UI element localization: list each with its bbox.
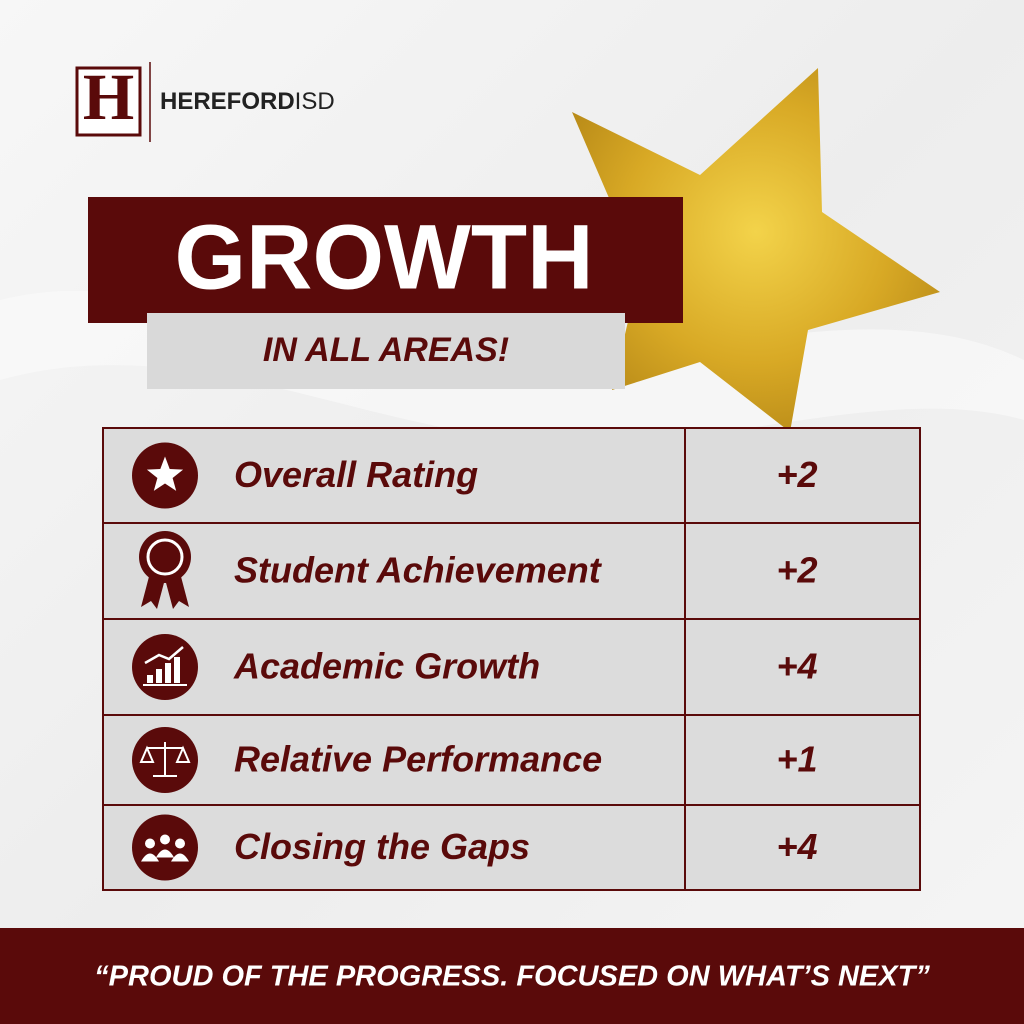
title: GROWTH bbox=[174, 206, 593, 308]
table: Overall Rating +2 Student Achievement +2 Aca… bbox=[102, 427, 921, 891]
icon-bar bbox=[174, 657, 180, 683]
icon-trend bbox=[144, 646, 184, 665]
footer-quote: “PROUD OF THE PROGRESS. FOCUSED ON WHAT’… bbox=[94, 961, 930, 993]
logo-name: HEREFORDISD bbox=[160, 88, 335, 115]
row-value: +1 bbox=[776, 739, 817, 780]
row-value: +4 bbox=[776, 646, 817, 687]
logo: H HEREFORDISD bbox=[75, 61, 335, 142]
row-label: Student Achievement bbox=[234, 550, 603, 591]
row-value: +4 bbox=[776, 826, 817, 867]
logo-name-bold: HEREFORD bbox=[160, 88, 295, 115]
footer-band bbox=[0, 928, 1024, 1024]
row-label: Relative Performance bbox=[234, 739, 602, 780]
row-label: Closing the Gaps bbox=[234, 826, 530, 867]
icon-scales bbox=[139, 742, 191, 777]
icon-star bbox=[146, 456, 184, 491]
icon-body bbox=[156, 849, 174, 858]
table-background bbox=[102, 427, 921, 891]
row-icon bbox=[132, 634, 198, 700]
row-icon bbox=[139, 531, 191, 609]
subtitle: IN ALL AREAS! bbox=[263, 331, 509, 369]
icon-body bbox=[141, 853, 159, 862]
title-box bbox=[88, 197, 683, 323]
logo-suffix: ISD bbox=[295, 88, 335, 115]
row-icon bbox=[132, 442, 198, 509]
icon-medal-inner bbox=[146, 538, 184, 576]
icon-bar bbox=[156, 669, 162, 683]
icon-bar bbox=[165, 663, 171, 683]
row-label: Overall Rating bbox=[234, 454, 478, 495]
row-value: +2 bbox=[776, 550, 817, 591]
icon-body bbox=[171, 853, 189, 862]
logo-letter: H bbox=[83, 61, 134, 134]
subtitle-box bbox=[147, 313, 625, 389]
row-icon bbox=[132, 814, 198, 881]
row-value: +2 bbox=[776, 454, 817, 495]
icon-head bbox=[175, 838, 185, 849]
icon-bar bbox=[147, 675, 153, 683]
row-label: Academic Growth bbox=[233, 646, 540, 687]
icon-circle bbox=[132, 814, 198, 881]
icon-head bbox=[145, 838, 155, 849]
icon-head bbox=[160, 834, 170, 845]
row-icon bbox=[132, 727, 198, 793]
gold-star bbox=[572, 68, 940, 432]
